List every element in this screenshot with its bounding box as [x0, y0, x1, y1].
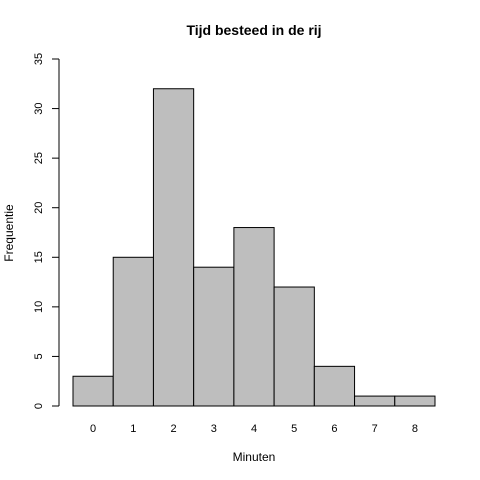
chart-title: Tijd besteed in de rij — [186, 22, 321, 38]
bar-7 — [354, 395, 396, 407]
y-tick-label: 20 — [33, 202, 45, 214]
y-tick-label: 10 — [33, 301, 45, 313]
x-tick-labels: 0 1 2 3 4 5 6 7 8 — [90, 423, 418, 435]
bar-0 — [72, 375, 114, 407]
bar-4 — [233, 227, 275, 407]
x-tick-label: 5 — [291, 423, 297, 435]
bars-group — [72, 88, 436, 407]
x-tick-label: 6 — [331, 423, 337, 435]
y-tick-label: 15 — [33, 251, 45, 263]
x-axis-label: Minuten — [233, 450, 276, 464]
bar-5 — [273, 286, 315, 407]
y-tick-label: 5 — [33, 353, 45, 359]
bar-3 — [193, 266, 235, 407]
x-tick-label: 8 — [412, 423, 418, 435]
x-tick-label: 1 — [130, 423, 136, 435]
y-tick-label: 25 — [33, 152, 45, 164]
x-tick-label: 2 — [170, 423, 176, 435]
bar-2 — [152, 88, 195, 407]
y-tick-label: 30 — [33, 102, 45, 114]
bar-8 — [394, 395, 436, 407]
y-axis-label: Frequentie — [2, 204, 16, 262]
bar-6 — [313, 365, 356, 407]
x-tick-label: 0 — [90, 423, 96, 435]
y-tick-label: 0 — [33, 403, 45, 409]
x-tick-label: 3 — [211, 423, 217, 435]
y-tick-label: 35 — [33, 53, 45, 65]
x-tick-label: 7 — [372, 423, 378, 435]
y-axis: 0 5 10 15 20 25 30 35 — [33, 53, 60, 409]
x-tick-label: 4 — [251, 423, 257, 435]
bar-1 — [112, 256, 154, 407]
